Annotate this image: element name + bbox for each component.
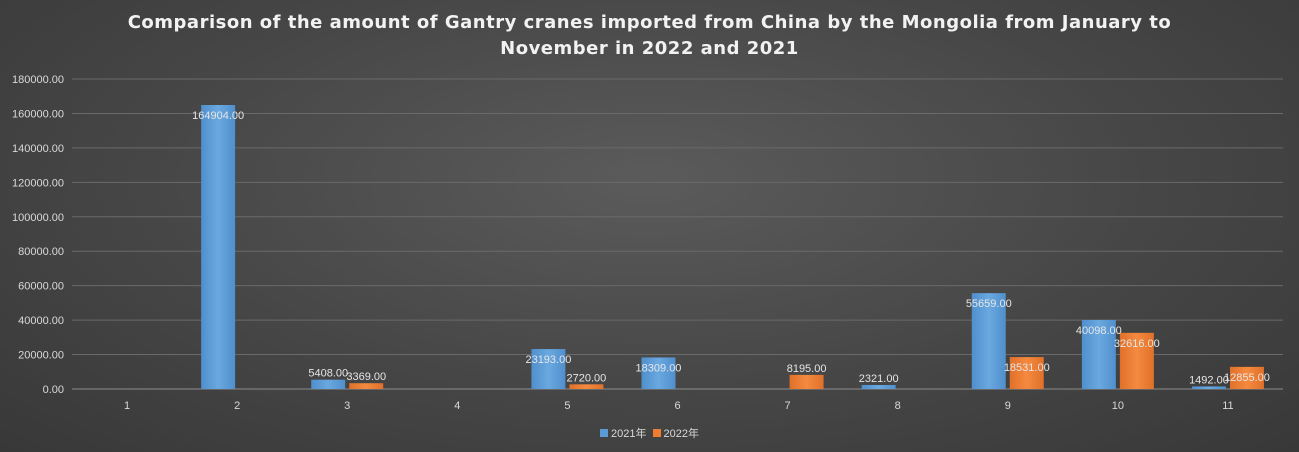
y-tick-label: 100000.00 — [12, 212, 64, 224]
data-label: 5408.00 — [308, 368, 348, 380]
bar-2022[interactable] — [569, 384, 604, 389]
x-tick-label: 7 — [785, 400, 791, 412]
y-tick-label: 140000.00 — [12, 143, 64, 155]
bar-2021[interactable] — [971, 293, 1006, 389]
data-label: 18309.00 — [636, 362, 682, 374]
legend: 2021年 2022年 — [0, 425, 1299, 441]
bar-2021[interactable] — [1081, 319, 1116, 389]
legend-item-2021[interactable]: 2021年 — [600, 425, 647, 441]
data-label: 8195.00 — [787, 363, 827, 375]
legend-label-2022: 2022年 — [663, 428, 699, 440]
data-label: 12855.00 — [1224, 372, 1270, 384]
y-tick-label: 40000.00 — [18, 315, 64, 327]
data-label: 55659.00 — [966, 298, 1012, 310]
data-label: 2720.00 — [567, 372, 607, 384]
bar-2021[interactable] — [1191, 386, 1226, 389]
bar-2021[interactable] — [861, 385, 896, 389]
x-tick-label: 11 — [1222, 400, 1233, 412]
legend-item-2022[interactable]: 2022年 — [652, 425, 699, 441]
x-tick-label: 9 — [1005, 400, 1011, 412]
legend-swatch-2021 — [600, 429, 609, 437]
bar-2022[interactable] — [789, 374, 824, 389]
y-tick-label: 80000.00 — [18, 246, 64, 258]
bar-2022[interactable] — [1229, 366, 1264, 389]
x-tick-label: 3 — [344, 400, 350, 412]
bar-2022[interactable] — [349, 383, 384, 389]
y-tick-label: 60000.00 — [18, 281, 64, 293]
x-tick-label: 1 — [124, 400, 130, 412]
x-tick-label: 10 — [1112, 400, 1124, 412]
legend-swatch-2022 — [652, 429, 661, 437]
data-label: 18531.00 — [1004, 362, 1050, 374]
bar-2021[interactable] — [531, 349, 566, 389]
bar-2021[interactable] — [641, 357, 676, 389]
bar-2022[interactable] — [1119, 332, 1154, 389]
x-tick-label: 8 — [895, 400, 901, 412]
x-tick-label: 4 — [454, 400, 460, 412]
y-tick-label: 0.00 — [43, 384, 64, 396]
data-label: 3369.00 — [346, 371, 386, 383]
gridlines — [72, 78, 1283, 390]
data-label: 1492.00 — [1189, 374, 1229, 386]
y-tick-label: 20000.00 — [18, 350, 64, 362]
chart-title-line-2: November in 2022 and 2021 — [500, 38, 799, 59]
y-tick-label: 160000.00 — [12, 108, 64, 120]
bar-2021[interactable] — [201, 104, 236, 390]
x-tick-label: 5 — [564, 400, 570, 412]
bar-2021[interactable] — [311, 379, 346, 389]
y-axis-ticks: 0.00 20000.00 40000.00 60000.00 80000.00 1000… — [12, 74, 64, 396]
y-tick-label: 180000.00 — [12, 74, 64, 86]
bars — [201, 104, 1264, 390]
x-tick-label: 6 — [674, 400, 680, 412]
data-label: 23193.00 — [525, 354, 571, 366]
bar-2022[interactable] — [1009, 357, 1044, 389]
data-label: 2321.00 — [859, 373, 899, 385]
data-label: 164904.00 — [192, 110, 244, 122]
legend-label-2021: 2021年 — [611, 428, 647, 440]
chart-title-line-1: Comparison of the amount of Gantry crane… — [127, 12, 1172, 33]
chart-title: Comparison of the amount of Gantry crane… — [0, 10, 1299, 62]
data-label: 32616.00 — [1114, 338, 1160, 350]
data-label: 40098.00 — [1076, 325, 1122, 337]
x-axis-ticks: 1 2 3 4 5 6 7 8 9 10 11 — [124, 400, 1234, 412]
y-tick-label: 120000.00 — [12, 177, 64, 189]
x-tick-label: 2 — [234, 400, 240, 412]
